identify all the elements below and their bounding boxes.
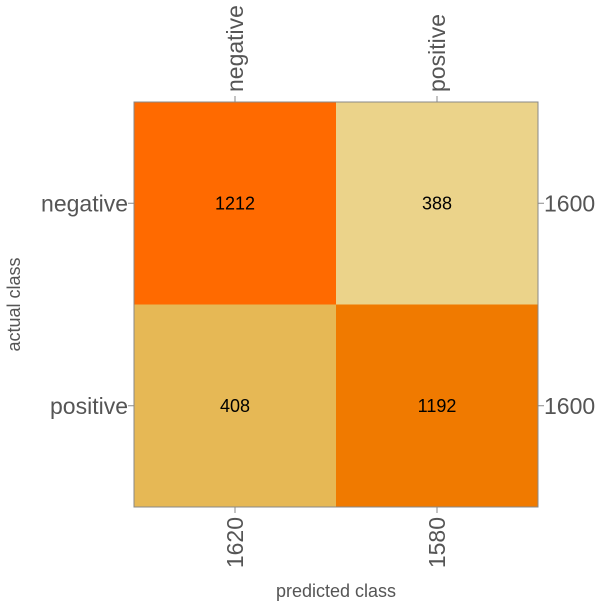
right-total-labels: 1600 1600 xyxy=(544,190,595,419)
matrix-cell xyxy=(336,102,538,305)
cell-value-label: 408 xyxy=(220,396,250,416)
matrix-cell xyxy=(336,304,538,507)
row-total-label: 1600 xyxy=(544,190,595,216)
left-category-label: negative xyxy=(41,190,128,216)
top-category-label: negative xyxy=(222,5,248,92)
bottom-total-labels: 1620 1580 xyxy=(222,517,450,568)
column-total-label: 1580 xyxy=(424,517,450,568)
top-category-label: positive xyxy=(424,14,450,92)
matrix-cells xyxy=(134,102,538,507)
matrix-cell-labels: 1212 388 408 1192 xyxy=(215,193,456,416)
column-total-label: 1620 xyxy=(222,517,248,568)
plot-frame xyxy=(133,101,539,508)
matrix-cell xyxy=(134,304,336,507)
left-tick-labels: negative positive xyxy=(41,190,128,419)
cell-value-label: 1212 xyxy=(215,193,255,213)
x-axis-label: predicted class xyxy=(276,581,396,601)
y-axis-label: actual class xyxy=(4,257,24,351)
left-category-label: positive xyxy=(50,393,128,419)
cell-value-label: 388 xyxy=(422,193,452,213)
matrix-cell xyxy=(134,102,336,305)
cell-value-label: 1192 xyxy=(418,396,457,416)
axis-ticks xyxy=(128,96,544,513)
top-tick-labels: negative positive xyxy=(222,5,450,92)
row-total-label: 1600 xyxy=(544,393,595,419)
